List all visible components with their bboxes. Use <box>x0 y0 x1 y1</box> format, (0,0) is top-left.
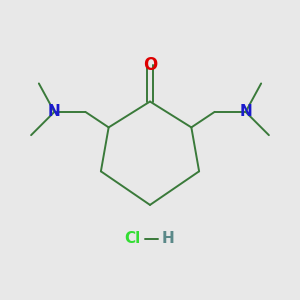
Text: N: N <box>239 104 252 119</box>
Text: N: N <box>48 104 61 119</box>
Text: O: O <box>143 56 157 74</box>
Text: H: H <box>162 231 175 246</box>
Text: Cl: Cl <box>124 231 140 246</box>
